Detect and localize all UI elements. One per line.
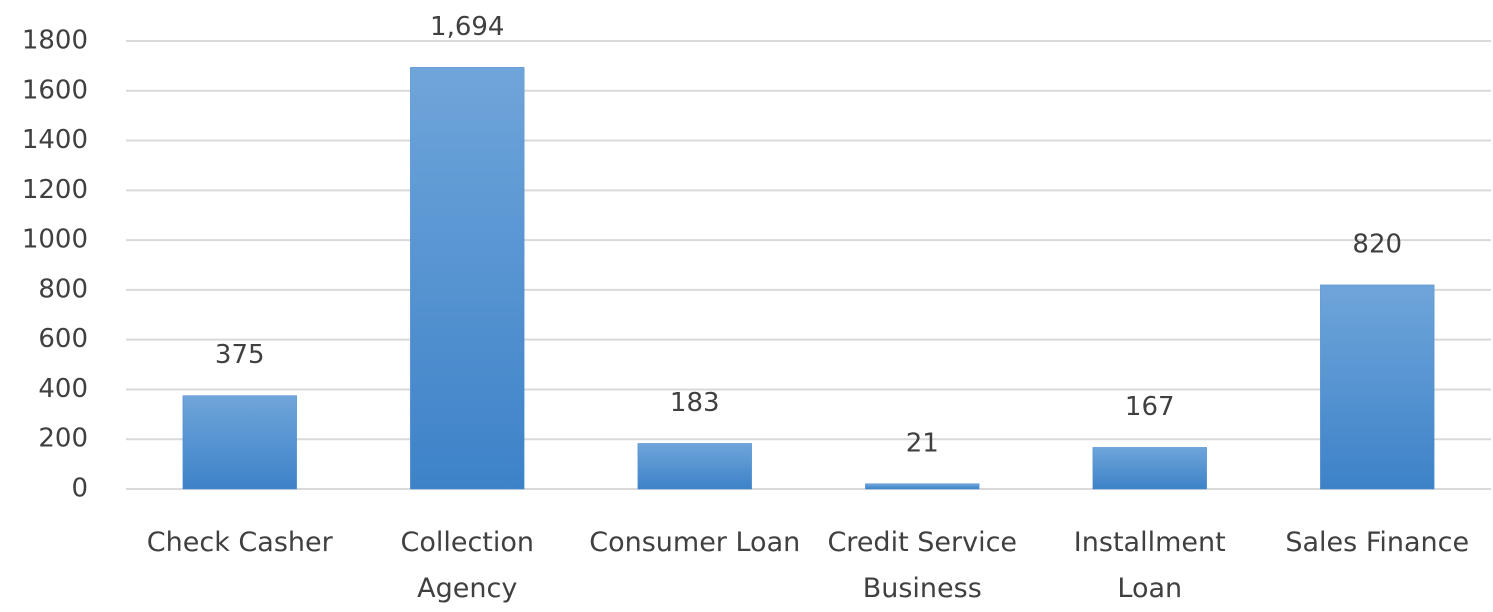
y-tick-label: 1000 [22,225,88,255]
x-tick-label: Installment Loan [1073,527,1226,604]
y-tick-label: 1200 [22,175,88,205]
data-label: 167 [1125,392,1175,422]
x-tick-label: Check Casher [146,527,333,558]
data-label: 820 [1352,229,1402,259]
y-tick-label: 1600 [22,75,88,105]
data-label: 1,694 [430,12,504,42]
bar [182,395,297,490]
bar [1092,447,1207,490]
bar [865,483,980,490]
data-label: 375 [215,340,265,370]
y-tick-label: 400 [38,374,88,404]
y-tick-label: 200 [38,424,88,454]
y-tick-label: 600 [38,324,88,354]
y-tick-label: 1800 [22,26,88,56]
x-tick-label: Collection Agency [400,527,535,604]
data-label: 183 [670,388,720,418]
y-tick-label: 0 [71,474,88,504]
x-tick-label: Sales Finance [1285,527,1470,558]
data-label: 21 [906,428,939,458]
x-tick-label: Consumer Loan [589,527,801,558]
bar [1320,284,1435,490]
y-tick-label: 800 [38,274,88,304]
x-tick-label: Credit Service Business [827,527,1018,604]
y-tick-label: 1400 [22,125,88,155]
bar [410,67,525,490]
bar [637,443,752,490]
